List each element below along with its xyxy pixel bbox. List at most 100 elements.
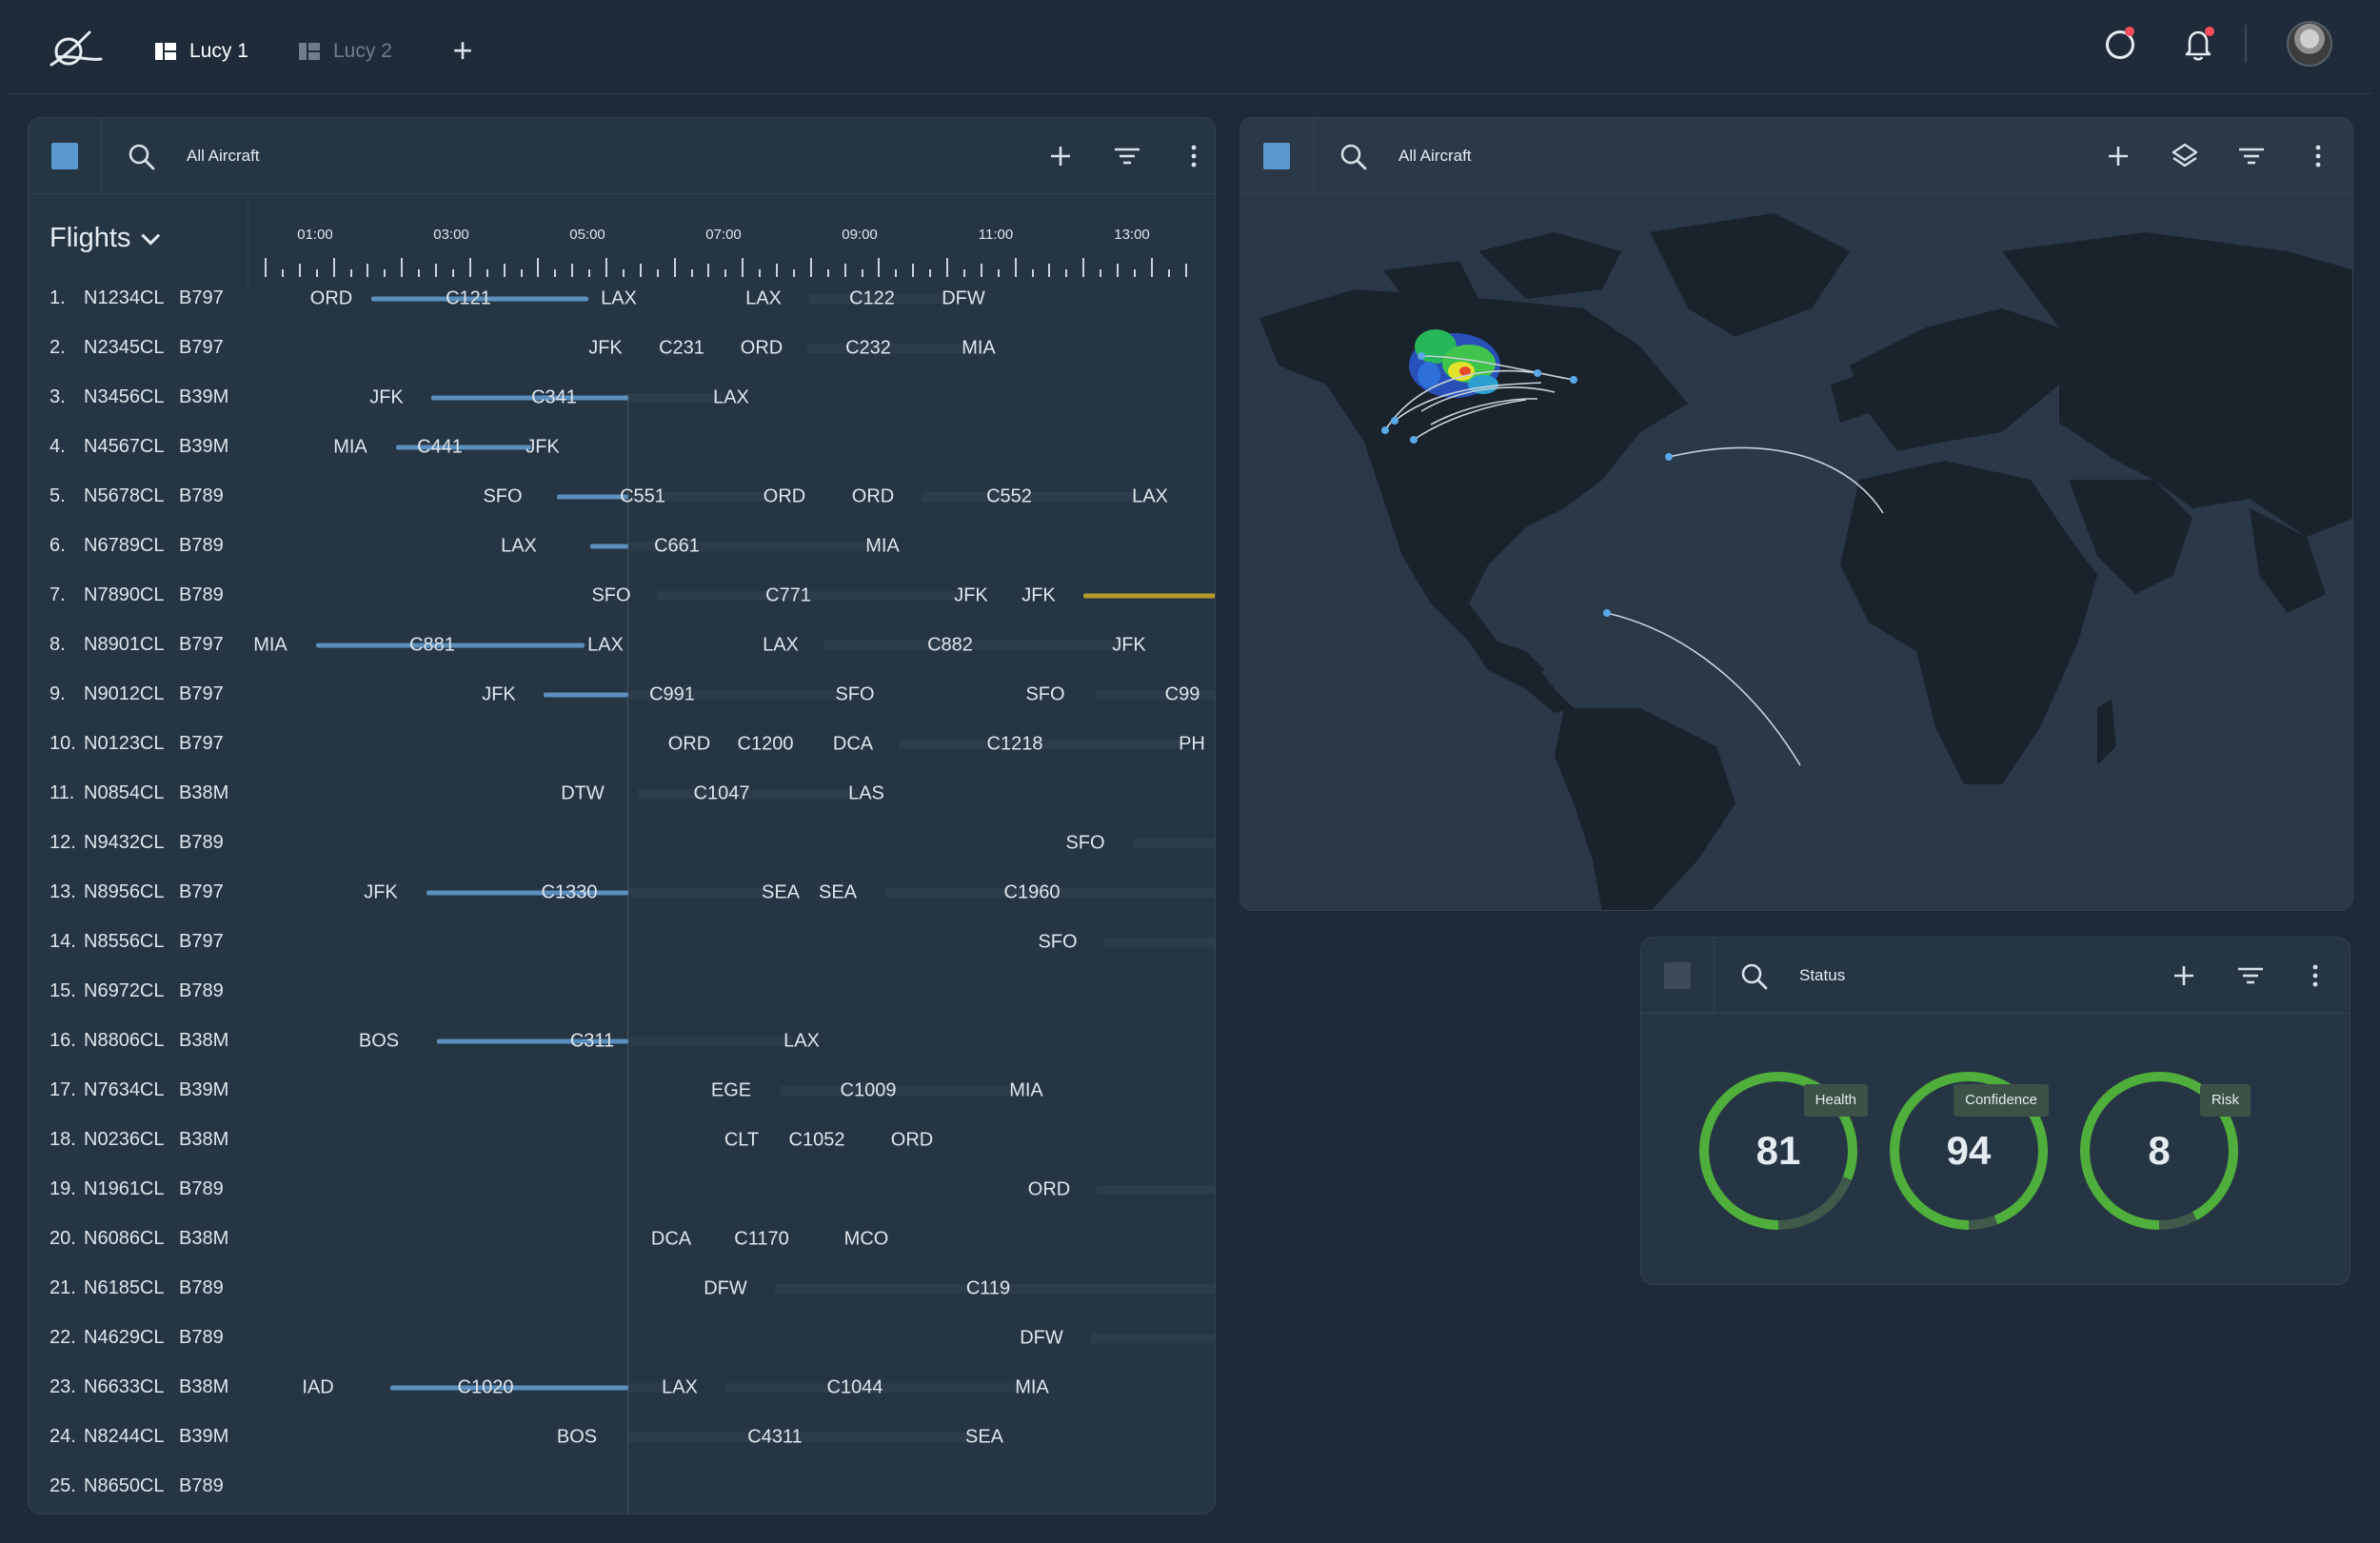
airport-code[interactable]: LAX	[763, 634, 799, 656]
airport-code[interactable]: MIA	[865, 535, 900, 557]
flight-progress-bar[interactable]	[371, 296, 588, 302]
flight-progress-bar[interactable]	[396, 445, 531, 450]
flight-row-label[interactable]: 7. N7890CL B789	[50, 584, 224, 606]
flight-row-label[interactable]: 19. N1961CL B789	[50, 1178, 224, 1200]
flight-number[interactable]: C991	[649, 683, 695, 705]
flight-number[interactable]: C122	[849, 287, 895, 309]
flight-row-label[interactable]: 2. N2345CL B797	[50, 337, 224, 359]
airport-code[interactable]: SFO	[1025, 683, 1065, 705]
airport-code[interactable]: ORD	[763, 485, 806, 507]
airport-code[interactable]: SFO	[1065, 832, 1105, 854]
airport-code[interactable]: LAS	[848, 782, 884, 804]
airport-code[interactable]: DFW	[704, 1277, 747, 1299]
airport-code[interactable]: LAX	[501, 535, 537, 557]
flight-row-label[interactable]: 23. N6633CL B38M	[50, 1376, 228, 1398]
search-icon[interactable]	[1740, 962, 1769, 991]
flight-progress-bar[interactable]	[426, 890, 628, 896]
flight-progress-bar[interactable]	[544, 692, 628, 698]
airport-code[interactable]: PH	[1179, 733, 1205, 755]
airport-code[interactable]: JFK	[1112, 634, 1146, 656]
flight-row-label[interactable]: 14. N8556CL B797	[50, 931, 224, 953]
flight-number[interactable]: C552	[986, 485, 1032, 507]
airport-code[interactable]: JFK	[588, 337, 623, 359]
more-options-icon[interactable]	[2303, 141, 2333, 171]
panel-select-square[interactable]	[51, 143, 78, 169]
airport-code[interactable]: MIA	[1015, 1376, 1049, 1398]
airport-code[interactable]: JFK	[1021, 584, 1056, 606]
more-options-icon[interactable]	[1179, 141, 1209, 171]
flight-row-label[interactable]: 6. N6789CL B789	[50, 535, 224, 557]
avatar[interactable]	[2287, 21, 2332, 67]
flight-row-label[interactable]: 21. N6185CL B789	[50, 1277, 224, 1299]
scheduled-leg-track[interactable]	[1097, 1185, 1215, 1195]
flights-dropdown[interactable]: Flights	[50, 223, 161, 254]
flight-row-label[interactable]: 24. N8244CL B39M	[50, 1426, 228, 1448]
flight-row-label[interactable]: 18. N0236CL B38M	[50, 1129, 228, 1151]
more-options-icon[interactable]	[2300, 960, 2330, 991]
search-label[interactable]: All Aircraft	[1398, 147, 1472, 165]
airport-code[interactable]: SFO	[835, 683, 875, 705]
flight-progress-bar[interactable]	[557, 494, 628, 500]
airport-code[interactable]: DCA	[650, 1228, 692, 1250]
airport-code[interactable]: BOS	[358, 1030, 400, 1052]
flight-number[interactable]: C1218	[986, 733, 1043, 755]
airport-code[interactable]: DCA	[832, 733, 874, 755]
flight-number[interactable]: C1960	[1003, 881, 1061, 903]
flight-row-label[interactable]: 17. N7634CL B39M	[50, 1079, 228, 1101]
airport-code[interactable]: SFO	[591, 584, 631, 606]
airport-code[interactable]: ORD	[851, 485, 895, 507]
flight-number[interactable]: C1200	[737, 733, 794, 755]
flight-number[interactable]: C4311	[747, 1426, 803, 1448]
airport-code[interactable]: SEA	[761, 881, 801, 903]
flight-row-label[interactable]: 8. N8901CL B797	[50, 634, 224, 656]
flight-number[interactable]: C1047	[693, 782, 750, 804]
flight-progress-bar[interactable]	[590, 544, 628, 549]
flight-number[interactable]: C121	[446, 287, 491, 309]
flight-number[interactable]: C1170	[734, 1228, 789, 1250]
airport-code[interactable]: CLT	[724, 1129, 760, 1151]
flight-progress-bar[interactable]	[437, 1039, 628, 1044]
search-label[interactable]: All Aircraft	[187, 147, 260, 165]
flight-number[interactable]: C1020	[457, 1376, 514, 1398]
scheduled-leg-track[interactable]	[1104, 938, 1215, 947]
status-gauge-confidence[interactable]: 94 Confidence	[1885, 1067, 2053, 1235]
airport-code[interactable]: SFO	[483, 485, 523, 507]
tab-lucy-1[interactable]: Lucy 1	[155, 34, 248, 69]
airport-code[interactable]: JFK	[526, 436, 560, 458]
layers-icon[interactable]	[2170, 141, 2200, 171]
app-logo-icon[interactable]	[46, 27, 107, 76]
flight-row-label[interactable]: 1. N1234CL B797	[50, 287, 224, 309]
airport-code[interactable]: BOS	[556, 1426, 598, 1448]
airport-code[interactable]: LAX	[601, 287, 637, 309]
airport-code[interactable]: IAD	[302, 1376, 334, 1398]
scheduled-leg-track[interactable]	[628, 1037, 792, 1046]
panel-select-square[interactable]	[1664, 962, 1691, 989]
flight-number[interactable]: C882	[927, 634, 973, 656]
flight-row-label[interactable]: 16. N8806CL B38M	[50, 1030, 228, 1052]
add-icon[interactable]	[2103, 141, 2133, 171]
flight-row-label[interactable]: 10. N0123CL B797	[50, 733, 224, 755]
flight-number[interactable]: C341	[531, 386, 577, 408]
add-icon[interactable]	[2169, 960, 2199, 991]
flight-row-label[interactable]: 3. N3456CL B39M	[50, 386, 228, 408]
airport-code[interactable]: JFK	[482, 683, 516, 705]
flight-number[interactable]: C232	[845, 337, 891, 359]
airport-code[interactable]: DFW	[942, 287, 985, 309]
airport-code[interactable]: MIA	[1009, 1079, 1043, 1101]
filter-icon[interactable]	[2235, 960, 2266, 991]
flight-row-label[interactable]: 11. N0854CL B38M	[50, 782, 228, 804]
flight-row-label[interactable]: 25. N8650CL B789	[50, 1475, 224, 1497]
airport-code[interactable]: LAX	[587, 634, 624, 656]
airport-code[interactable]: LAX	[745, 287, 782, 309]
search-icon[interactable]	[128, 143, 156, 171]
flight-number[interactable]: C231	[659, 337, 704, 359]
airport-code[interactable]: SFO	[1038, 931, 1078, 953]
flight-number[interactable]: C1009	[840, 1079, 897, 1101]
flight-number[interactable]: C771	[765, 584, 811, 606]
flight-row-label[interactable]: 15. N6972CL B789	[50, 980, 224, 1002]
filter-icon[interactable]	[2236, 141, 2267, 171]
status-ring-icon[interactable]	[2106, 30, 2134, 59]
airport-code[interactable]: ORD	[740, 337, 783, 359]
flight-row-label[interactable]: 9. N9012CL B797	[50, 683, 224, 705]
scheduled-leg-track[interactable]	[1133, 839, 1215, 848]
